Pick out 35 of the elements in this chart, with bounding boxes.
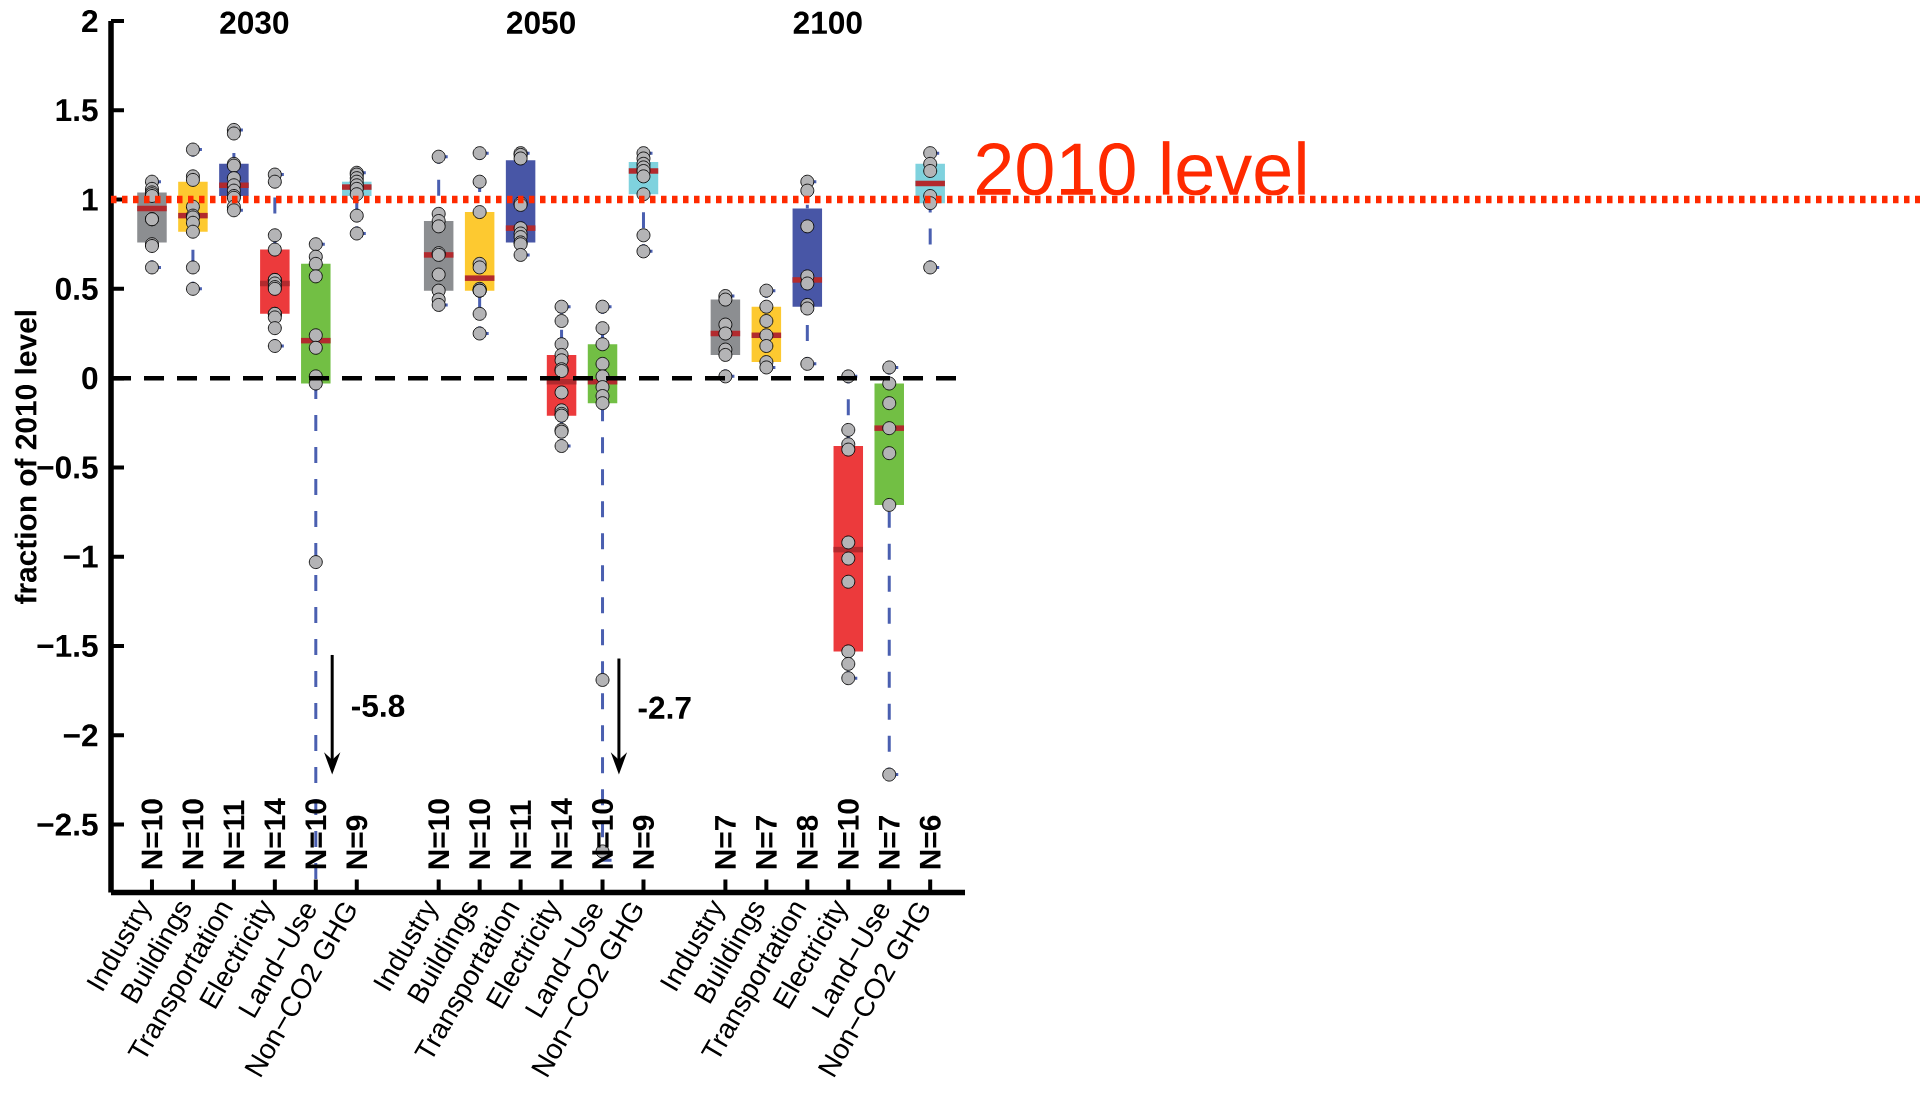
y-tick-label: 1 [82,188,98,211]
annotation: 2050 [507,11,575,34]
annotation: 2030 [220,11,289,34]
text: N=10 [305,799,327,869]
annotation: -2.7 [638,696,691,719]
text: N=10 [469,799,491,869]
text: N=14 [264,798,286,869]
y-axis-title: fraction of 2010 level [14,311,37,605]
y-tick-label: 0 [82,366,98,390]
y-tick-label: −1.5 [37,634,98,658]
annotation: -5.8 [351,694,405,718]
text: N=9 [632,815,655,869]
text: N=7 [756,816,777,869]
text: N=10 [837,799,859,869]
text: N=11 [510,800,531,869]
y-tick-label: −2 [63,724,98,747]
y-tick-label: 0.5 [55,277,98,301]
text: N=11 [223,800,245,869]
text: N=7 [878,816,900,869]
text: N=10 [428,799,450,869]
y-tick-label: −1 [63,545,98,568]
annotation: 2100 [793,11,862,34]
text: N=10 [182,799,204,869]
y-tick-label: −0.5 [37,456,98,479]
ref-line-label: 2010 level [977,141,1305,196]
y-tick-label: 1.5 [56,99,98,122]
y-tick-label: −2.5 [37,813,98,836]
text: N=8 [796,815,818,869]
text: N=6 [919,815,941,869]
text: N=7 [715,816,736,869]
text: N=10 [141,799,163,869]
y-tick-label: 2 [82,9,98,33]
text: N=14 [551,798,572,869]
text: N=9 [346,815,368,869]
text: N=10 [591,799,614,869]
